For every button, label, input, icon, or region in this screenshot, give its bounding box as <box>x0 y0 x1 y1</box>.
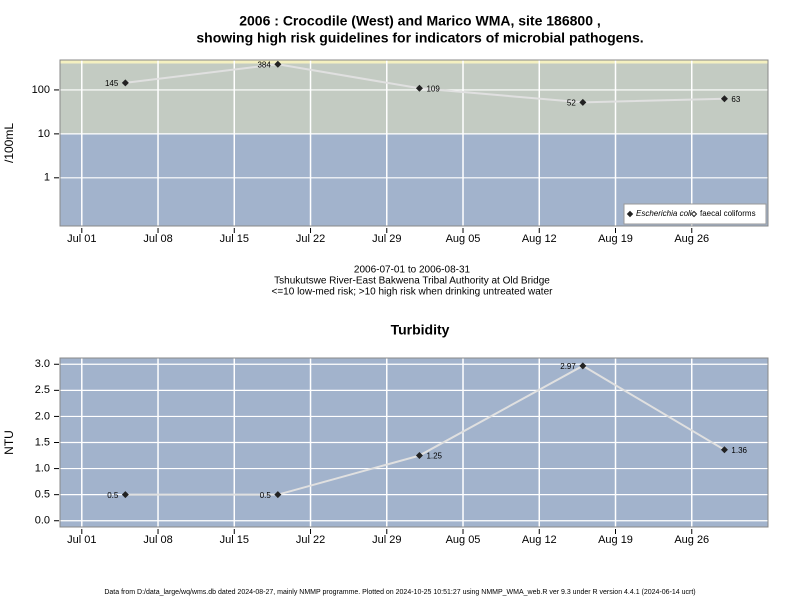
data-point <box>579 98 587 106</box>
subtitle: <=10 low-med risk; >10 high risk when dr… <box>272 287 554 298</box>
x-tick-label: Jul 08 <box>143 233 172 245</box>
data-point <box>121 491 129 499</box>
plot-frame <box>59 357 769 528</box>
y-tick-label: 10 <box>38 128 50 140</box>
x-tick-label: Jul 15 <box>220 534 249 546</box>
y-tick-label: 2.5 <box>35 384 50 396</box>
data-point <box>415 84 423 92</box>
x-tick-label: Aug 05 <box>446 233 481 245</box>
data-point <box>121 79 129 87</box>
data-label: 1.36 <box>731 446 747 455</box>
x-tick-label: Aug 12 <box>522 534 557 546</box>
data-point <box>720 95 728 103</box>
x-tick-label: Aug 26 <box>674 534 709 546</box>
legend-label: faecal coliforms <box>700 209 756 218</box>
data-label: 384 <box>257 60 271 69</box>
data-point <box>415 452 423 460</box>
data-label: 0.5 <box>260 491 272 500</box>
y-tick-label: 0.5 <box>35 489 50 501</box>
data-point <box>274 60 282 68</box>
subtitle: 2006-07-01 to 2006-08-31 <box>354 265 471 276</box>
chart-title: 2006 : Crocodile (West) and Marico WMA, … <box>239 13 601 29</box>
data-label: 145 <box>105 79 119 88</box>
data-label: 0.5 <box>107 491 119 500</box>
data-label: 63 <box>731 95 740 104</box>
legend-label: Escherichia coli <box>636 209 692 218</box>
plot-frame <box>59 59 769 227</box>
data-point <box>274 491 282 499</box>
x-tick-label: Jul 29 <box>372 233 401 245</box>
data-label: 1.25 <box>426 452 442 461</box>
subtitle: Tshukutswe River-East Bakwena Tribal Aut… <box>274 276 550 287</box>
x-tick-label: Aug 05 <box>446 534 481 546</box>
band <box>60 63 768 134</box>
chart-title: showing high risk guidelines for indicat… <box>196 30 643 46</box>
y-tick-label: 1 <box>44 172 50 184</box>
legend-marker <box>626 210 634 218</box>
y-tick-label: 100 <box>32 84 50 96</box>
data-point <box>579 362 587 370</box>
x-tick-label: Jul 15 <box>220 233 249 245</box>
data-label: 109 <box>426 84 440 93</box>
x-tick-label: Jul 08 <box>143 534 172 546</box>
band <box>60 60 768 64</box>
legend-marker <box>690 210 698 218</box>
x-tick-label: Aug 19 <box>598 233 633 245</box>
y-axis-label: /100mL <box>2 123 16 163</box>
y-tick-label: 1.5 <box>35 436 50 448</box>
y-tick-label: 2.0 <box>35 410 50 422</box>
x-tick-label: Jul 29 <box>372 534 401 546</box>
x-tick-label: Jul 01 <box>67 233 96 245</box>
y-tick-label: 3.0 <box>35 358 50 370</box>
data-point <box>720 446 728 454</box>
x-tick-label: Jul 22 <box>296 534 325 546</box>
x-tick-label: Aug 12 <box>522 233 557 245</box>
x-tick-label: Aug 19 <box>598 534 633 546</box>
footer: Data from D:/data_large/wq/wms.db dated … <box>104 589 695 596</box>
x-tick-label: Jul 01 <box>67 534 96 546</box>
data-label: 2.97 <box>560 362 576 371</box>
x-tick-label: Aug 26 <box>674 233 709 245</box>
chart-title: Turbidity <box>391 322 450 338</box>
data-label: 52 <box>567 99 576 108</box>
y-tick-label: 0.0 <box>35 515 50 527</box>
x-tick-label: Jul 22 <box>296 233 325 245</box>
y-axis-label: NTU <box>2 430 16 455</box>
y-tick-label: 1.0 <box>35 462 50 474</box>
